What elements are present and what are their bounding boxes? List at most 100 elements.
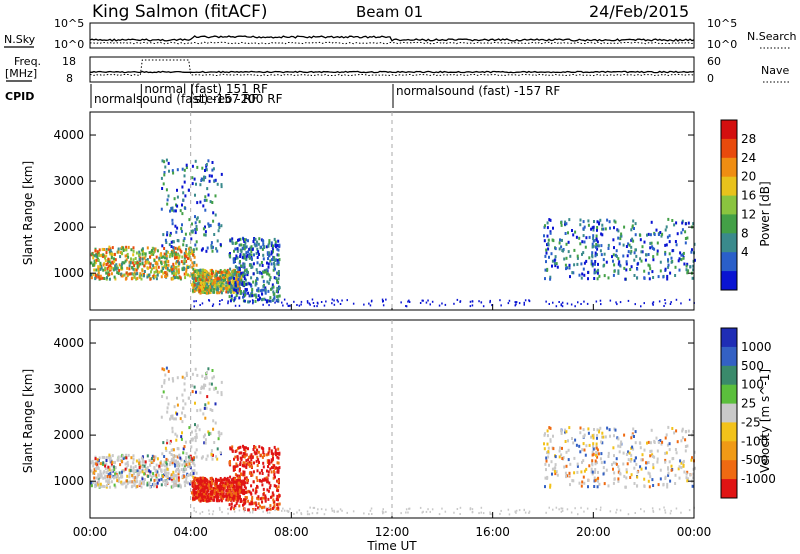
velocity-echo (407, 511, 409, 514)
power-echo (237, 273, 240, 277)
power-echo (441, 302, 443, 305)
power-echo (265, 245, 268, 249)
velocity-echo (133, 483, 136, 487)
velocity-echo (648, 485, 651, 489)
velocity-echo (670, 509, 672, 512)
velocity-echo (192, 456, 195, 460)
power-echo (175, 265, 178, 269)
velocity-echo (645, 461, 647, 465)
power-echo (212, 245, 214, 249)
velocity-echo (549, 485, 552, 489)
velocity-echo (180, 458, 183, 462)
power-echo (678, 268, 681, 272)
power-echo (220, 183, 223, 187)
power-echo (198, 281, 201, 285)
power-echo (278, 294, 281, 298)
power-echo (553, 258, 556, 262)
power-echo (243, 263, 246, 267)
power-echo (165, 158, 168, 162)
power-echo (564, 220, 567, 224)
power-echo (135, 277, 138, 281)
power-echo (196, 270, 198, 274)
velocity-echo (667, 466, 669, 470)
power-echo (549, 277, 552, 281)
power-echo (168, 243, 171, 247)
velocity-echo (277, 447, 280, 451)
power-echo (591, 242, 594, 246)
power-echo (553, 262, 556, 265)
velocity-echo (211, 409, 214, 412)
power-echo (582, 227, 585, 231)
colorbar-segment (721, 233, 737, 253)
velocity-echo (172, 454, 175, 458)
velocity-echo (99, 482, 102, 486)
velocity-echo (267, 497, 270, 501)
velocity-echo (591, 463, 594, 467)
velocity-echo (252, 480, 255, 484)
power-echo (170, 207, 173, 210)
power-echo (639, 233, 642, 237)
power-ylabel: Slant Range [km] (21, 161, 35, 265)
power-echo (244, 241, 247, 245)
power-echo (568, 265, 571, 269)
velocity-echo (664, 451, 667, 455)
power-echo (193, 279, 196, 283)
velocity-echo (162, 475, 165, 478)
velocity-echo (107, 467, 110, 471)
power-echo (213, 287, 216, 291)
velocity-echo (97, 466, 100, 470)
velocity-echo (582, 442, 585, 446)
power-echo (221, 270, 224, 274)
velocity-echo (325, 508, 327, 511)
velocity-echo (596, 448, 599, 452)
power-echo (363, 303, 365, 306)
velocity-echo (228, 503, 231, 507)
velocity-echo (278, 451, 281, 455)
power-echo (665, 225, 668, 229)
velocity-echo (236, 474, 239, 478)
power-echo (177, 268, 180, 272)
power-echo (263, 246, 266, 249)
velocity-echo (573, 456, 576, 460)
power-echo (171, 222, 174, 226)
power-echo (554, 264, 557, 268)
velocity-echo (99, 475, 102, 479)
velocity-echo (171, 448, 174, 452)
velocity-echo (674, 448, 677, 451)
velocity-echo (92, 471, 95, 475)
power-echo (674, 265, 677, 269)
velocity-echo (127, 463, 130, 467)
power-echo (238, 296, 241, 300)
power-echo (160, 262, 163, 266)
power-echo (667, 263, 670, 267)
velocity-echo (138, 466, 141, 469)
velocity-echo (273, 466, 275, 470)
power-echo (143, 252, 145, 256)
power-echo (230, 297, 233, 301)
velocity-echo (226, 486, 229, 490)
freq-panel-frame (89, 56, 695, 83)
velocity-echo (209, 494, 212, 498)
velocity-echo (104, 474, 107, 478)
velocity-echo (254, 452, 257, 456)
power-echo (684, 237, 687, 240)
velocity-echo (543, 433, 546, 437)
velocity-echo (193, 509, 195, 512)
power-echo (223, 270, 226, 274)
power-echo (222, 279, 225, 283)
velocity-echo (459, 513, 461, 515)
velocity-echo (664, 475, 667, 479)
power-echo (666, 277, 669, 281)
power-echo (150, 270, 152, 274)
power-echo (261, 247, 264, 251)
power-echo (407, 300, 409, 303)
velocity-echo (241, 489, 244, 493)
power-echo (250, 245, 253, 249)
velocity-echo (405, 511, 407, 514)
velocity-echo (626, 462, 629, 466)
velocity-echo (650, 428, 653, 432)
velocity-echo (684, 430, 687, 434)
power-echo (564, 263, 567, 267)
velocity-echo (208, 512, 211, 515)
velocity-echo (264, 499, 267, 503)
